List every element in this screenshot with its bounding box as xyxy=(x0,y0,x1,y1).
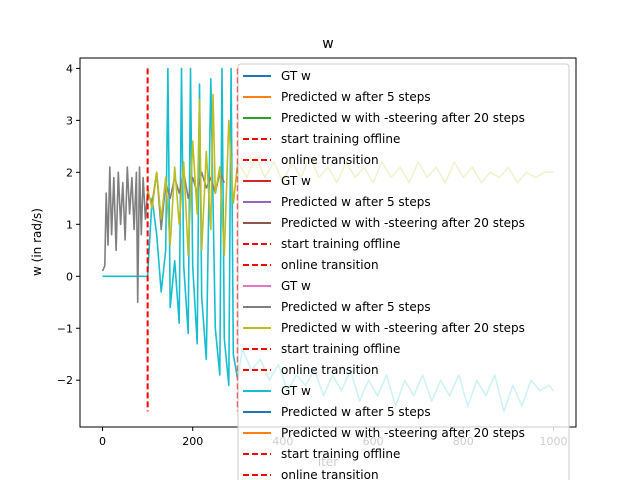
legend-label: Predicted w with -steering after 20 step… xyxy=(281,321,525,335)
legend-label: Predicted w with -steering after 20 step… xyxy=(281,216,525,230)
legend-item: GT w xyxy=(243,384,311,398)
legend-item: GT w xyxy=(243,174,311,188)
y-tick-label: −2 xyxy=(57,374,73,387)
legend-item: Predicted w with -steering after 20 step… xyxy=(243,321,525,335)
y-tick-label: 4 xyxy=(66,62,73,75)
y-tick-label: 1 xyxy=(66,218,73,231)
legend-item: Predicted w after 5 steps xyxy=(243,90,431,104)
legend-label: GT w xyxy=(281,174,311,188)
y-tick-label: 3 xyxy=(66,114,73,127)
y-tick-label: 0 xyxy=(66,270,73,283)
legend-item: Predicted w with -steering after 20 step… xyxy=(243,216,525,230)
legend-item: Predicted w after 5 steps xyxy=(243,195,431,209)
legend-label: online transition xyxy=(281,468,379,480)
legend-label: start training offline xyxy=(281,342,400,356)
legend-label: GT w xyxy=(281,69,311,83)
legend: GT w Predicted w after 5 steps Predicted w… xyxy=(237,63,570,480)
legend-item: online transition xyxy=(243,258,379,272)
legend-label: online transition xyxy=(281,258,379,272)
legend-item: Predicted w after 5 steps xyxy=(243,405,431,419)
y-tick-label: −1 xyxy=(57,322,73,335)
legend-box xyxy=(237,63,570,480)
legend-label: GT w xyxy=(281,279,311,293)
legend-label: Predicted w after 5 steps xyxy=(281,300,431,314)
legend-label: Predicted w with -steering after 20 step… xyxy=(281,111,525,125)
chart-title: w xyxy=(322,36,333,52)
legend-item: online transition xyxy=(243,153,379,167)
legend-item: Predicted w with -steering after 20 step… xyxy=(243,426,525,440)
legend-label: Predicted w with -steering after 20 step… xyxy=(281,426,525,440)
legend-item: GT w xyxy=(243,279,311,293)
legend-label: Predicted w after 5 steps xyxy=(281,90,431,104)
legend-label: online transition xyxy=(281,363,379,377)
legend-item: start training offline xyxy=(243,237,400,251)
legend-label: start training offline xyxy=(281,237,400,251)
legend-item: GT w xyxy=(243,69,311,83)
x-tick-label: 200 xyxy=(182,435,203,448)
legend-label: online transition xyxy=(281,153,379,167)
legend-label: GT w xyxy=(281,384,311,398)
y-axis-ticks: −2 −1 0 1 2 3 4 xyxy=(57,62,80,387)
legend-item: online transition xyxy=(243,468,379,480)
legend-item: start training offline xyxy=(243,132,400,146)
legend-label: Predicted w after 5 steps xyxy=(281,405,431,419)
legend-item: Predicted w with -steering after 20 step… xyxy=(243,111,525,125)
legend-item: Predicted w after 5 steps xyxy=(243,300,431,314)
y-tick-label: 2 xyxy=(66,166,73,179)
legend-label: start training offline xyxy=(281,132,400,146)
legend-label: start training offline xyxy=(281,447,400,461)
legend-item: online transition xyxy=(243,363,379,377)
legend-label: Predicted w after 5 steps xyxy=(281,195,431,209)
x-tick-label: 0 xyxy=(99,435,106,448)
legend-item: start training offline xyxy=(243,447,400,461)
y-axis-label: w (in rad/s) xyxy=(30,208,44,276)
legend-item: start training offline xyxy=(243,342,400,356)
